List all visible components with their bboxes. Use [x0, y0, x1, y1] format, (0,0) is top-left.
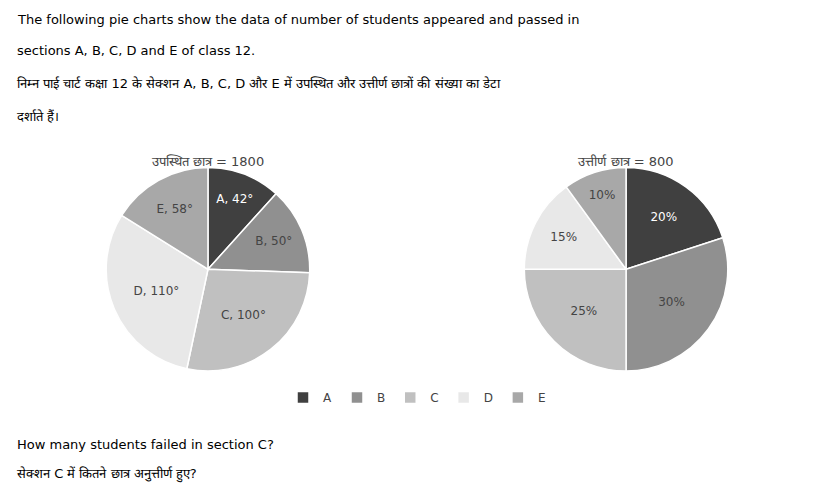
svg-text:20%: 20% [650, 210, 677, 224]
svg-text:15%: 15% [550, 230, 577, 244]
svg-text:C: C [430, 391, 438, 405]
svg-text:दर्शाते हैं।: दर्शाते हैं। [17, 109, 59, 124]
svg-text:E, 58°: E, 58° [156, 202, 192, 216]
svg-text:30%: 30% [658, 295, 685, 309]
svg-text:E: E [538, 391, 546, 405]
svg-text:C, 100°: C, 100° [221, 308, 266, 322]
svg-text:sections A, B, C, D and E of c: sections A, B, C, D and E of class 12. [17, 43, 255, 58]
svg-text:How many students failed in se: How many students failed in section C? [17, 437, 274, 452]
svg-text:सेक्शन C में कितने छात्र अनुत्: सेक्शन C में कितने छात्र अनुत्तीर्ण हुए? [17, 466, 197, 483]
svg-text:D: D [484, 391, 493, 405]
svg-text:The following pie charts show: The following pie charts show the data o… [17, 12, 579, 27]
svg-text:उत्तीर्ण छात्र = 800: उत्तीर्ण छात्र = 800 [578, 154, 673, 169]
svg-text:उपस्थित छात्र = 1800: उपस्थित छात्र = 1800 [152, 154, 264, 169]
svg-text:B, 50°: B, 50° [255, 234, 292, 248]
svg-text:25%: 25% [571, 304, 598, 318]
svg-text:A: A [323, 391, 332, 405]
svg-text:B: B [377, 391, 385, 405]
svg-text:10%: 10% [589, 188, 616, 202]
svg-text:D, 110°: D, 110° [134, 284, 180, 298]
svg-text:निम्न पाई चार्ट कक्षा 12 के से: निम्न पाई चार्ट कक्षा 12 के सेक्शन A, B,… [17, 76, 501, 91]
svg-text:A, 42°: A, 42° [216, 192, 253, 206]
